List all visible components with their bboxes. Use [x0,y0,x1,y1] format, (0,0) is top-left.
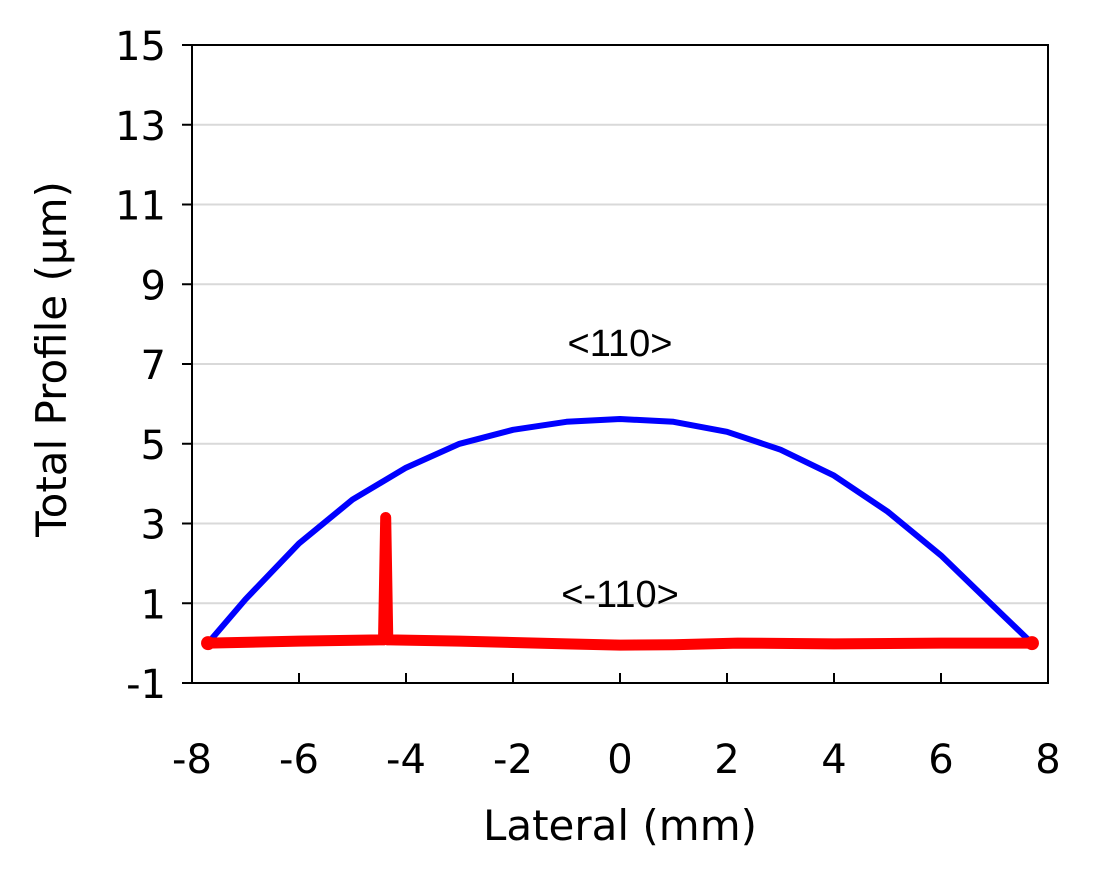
x-tick-label: 0 [607,737,632,783]
x-tick-label: 8 [1035,737,1060,783]
y-tick-label: 3 [141,503,166,549]
x-ticks: -8 -6 -4 -2 0 2 4 6 8 [172,673,1061,783]
x-tick-label: -8 [172,737,212,783]
y-tick-label: 11 [115,184,166,230]
x-tick-label: -2 [493,737,533,783]
annotation-label: <110> [568,323,673,365]
y-tick-label: 7 [141,343,166,389]
y-tick-label: 1 [141,582,166,628]
x-axis-title: Lateral (mm) [483,801,757,850]
y-tick-label: 15 [115,24,166,70]
x-tick-label: -6 [279,737,319,783]
y-tick-label: 9 [141,263,166,309]
series-endpoint [1025,636,1039,650]
y-axis-title: Total Profile (μm) [27,181,76,538]
x-tick-label: -4 [386,737,426,783]
annotations: <110> <-110> [561,323,679,616]
series-endpoint [201,636,215,650]
x-tick-label: 2 [714,737,739,783]
x-tick-label: 4 [821,737,846,783]
y-tick-label: 5 [141,423,166,469]
y-tick-label: -1 [126,662,166,708]
y-tick-label: 13 [115,104,166,150]
annotation-label: <-110> [561,574,679,616]
x-tick-label: 6 [928,737,953,783]
